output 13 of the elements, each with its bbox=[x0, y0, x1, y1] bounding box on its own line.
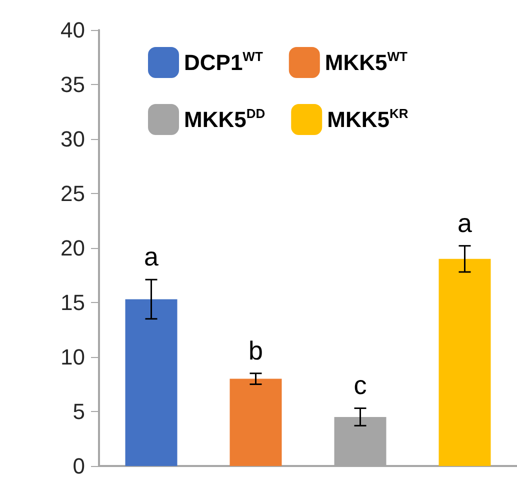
y-tick-label: 5 bbox=[72, 399, 85, 424]
y-tick-label: 0 bbox=[72, 454, 85, 477]
annotation: a bbox=[144, 242, 160, 272]
annotation: b bbox=[248, 335, 263, 366]
annotation: a bbox=[458, 208, 473, 238]
y-tick-label: 15 bbox=[60, 290, 85, 315]
y-tick-label: 35 bbox=[60, 72, 85, 97]
y-tick-label: 20 bbox=[60, 236, 85, 260]
y-tick-label: 40 bbox=[60, 18, 85, 42]
annotation: c bbox=[354, 370, 367, 400]
y-tick-label: 25 bbox=[60, 181, 85, 206]
y-tick-label: 30 bbox=[60, 126, 85, 152]
y-tick-label: 10 bbox=[60, 344, 85, 370]
